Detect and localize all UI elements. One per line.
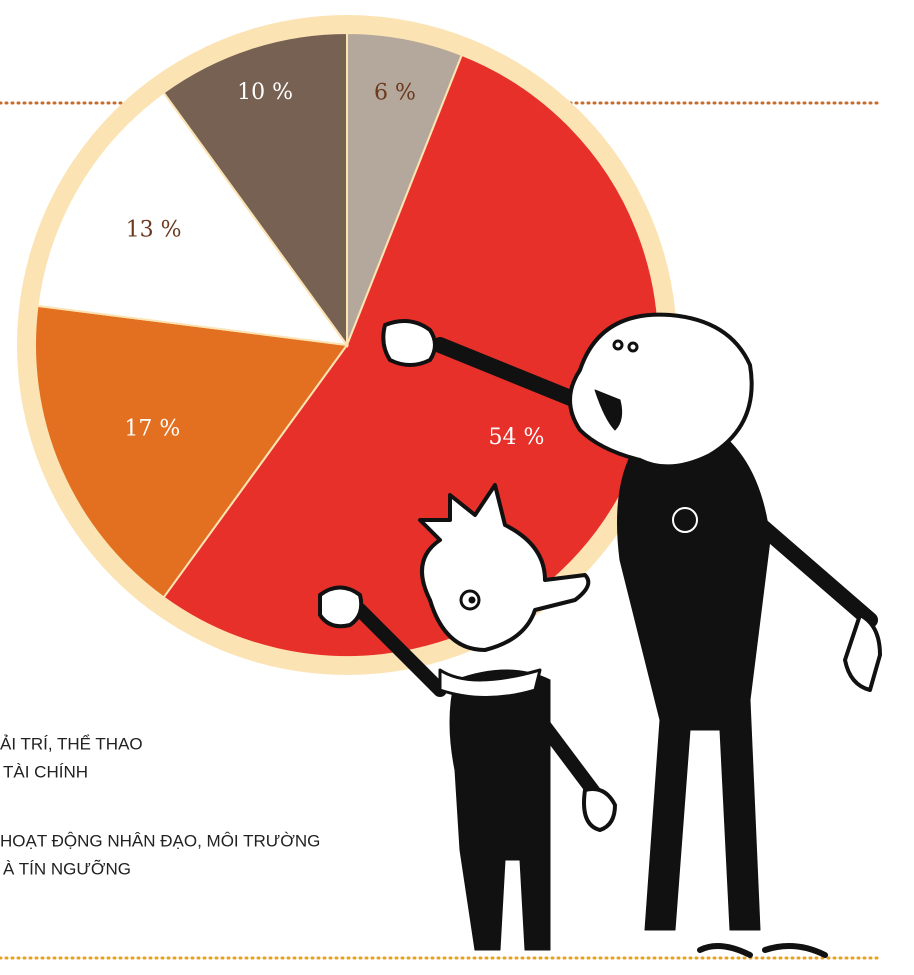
slice-label: 17 %	[124, 416, 180, 441]
legend-text: HOẠT ĐỘNG NHÂN ĐẠO, MÔI TRƯỜNG	[0, 831, 320, 850]
legend-text: ẢI TRÍ, THỂ THAO	[0, 734, 143, 753]
legend-text: TÀI CHÍNH	[3, 762, 88, 781]
slice-label: 6 %	[374, 81, 416, 106]
legend-text: À TÍN NGƯỠNG	[3, 859, 131, 878]
slice-label: 54 %	[489, 425, 545, 450]
chart: 6 % 54 % 17 % 13 % 10 % ẢI TRÍ, THỂ THAO TÀI …	[0, 0, 914, 975]
slice-label: 10 %	[237, 80, 293, 105]
slice-label: 13 %	[126, 218, 182, 243]
